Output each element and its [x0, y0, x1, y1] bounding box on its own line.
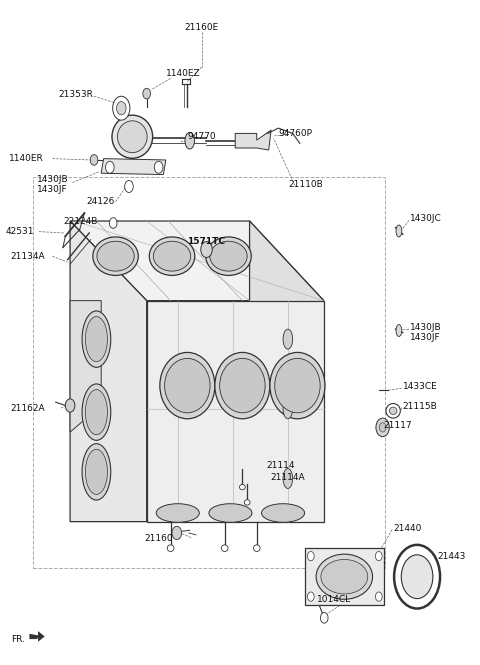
Ellipse shape: [85, 390, 108, 435]
Circle shape: [117, 102, 126, 115]
Ellipse shape: [321, 559, 368, 594]
Circle shape: [113, 96, 130, 120]
Text: 1571TC: 1571TC: [187, 237, 225, 246]
Ellipse shape: [160, 352, 215, 419]
Ellipse shape: [270, 352, 325, 419]
Circle shape: [308, 592, 314, 601]
Ellipse shape: [82, 384, 111, 440]
Circle shape: [90, 155, 98, 166]
Ellipse shape: [82, 311, 111, 367]
Ellipse shape: [210, 241, 247, 271]
Polygon shape: [29, 634, 40, 639]
Circle shape: [125, 180, 133, 192]
Ellipse shape: [244, 499, 250, 505]
Ellipse shape: [82, 444, 111, 500]
Text: 22124B: 22124B: [63, 217, 97, 225]
Text: 1430JF: 1430JF: [37, 186, 68, 194]
Ellipse shape: [85, 450, 108, 494]
Circle shape: [143, 88, 151, 99]
Circle shape: [172, 526, 181, 539]
Ellipse shape: [149, 237, 195, 275]
Polygon shape: [235, 130, 271, 150]
Ellipse shape: [185, 132, 194, 149]
Ellipse shape: [118, 121, 147, 153]
Ellipse shape: [220, 358, 265, 413]
Polygon shape: [305, 548, 384, 604]
Text: 21114A: 21114A: [270, 473, 305, 481]
Circle shape: [106, 162, 114, 174]
Text: 1430JB: 1430JB: [37, 176, 69, 184]
Ellipse shape: [396, 325, 402, 336]
Ellipse shape: [165, 358, 210, 413]
Text: 42531: 42531: [5, 227, 34, 236]
Ellipse shape: [396, 225, 402, 237]
Polygon shape: [38, 631, 45, 642]
Polygon shape: [70, 301, 101, 432]
Circle shape: [401, 555, 433, 598]
Ellipse shape: [215, 352, 270, 419]
Text: 1140EZ: 1140EZ: [166, 69, 201, 78]
Text: 94770: 94770: [187, 132, 216, 141]
Text: 1430JB: 1430JB: [410, 323, 442, 332]
Ellipse shape: [316, 554, 372, 599]
Text: 1430JF: 1430JF: [410, 333, 441, 342]
Ellipse shape: [156, 503, 199, 522]
Text: 1430JC: 1430JC: [410, 214, 442, 223]
Polygon shape: [70, 221, 324, 301]
Polygon shape: [101, 159, 166, 174]
Ellipse shape: [386, 404, 400, 418]
Circle shape: [394, 545, 440, 608]
Ellipse shape: [154, 241, 191, 271]
Text: 21134A: 21134A: [10, 251, 45, 261]
Ellipse shape: [209, 503, 252, 522]
Polygon shape: [250, 221, 324, 521]
Ellipse shape: [283, 329, 293, 349]
Text: 24126: 24126: [87, 197, 115, 205]
Ellipse shape: [283, 469, 293, 489]
Circle shape: [379, 423, 386, 432]
Text: 1433CE: 1433CE: [403, 382, 437, 392]
Text: 21160E: 21160E: [185, 23, 219, 32]
Ellipse shape: [275, 358, 320, 413]
Ellipse shape: [253, 545, 260, 551]
Text: 21440: 21440: [393, 524, 421, 533]
Text: 21115B: 21115B: [403, 402, 437, 412]
Ellipse shape: [93, 237, 138, 275]
Text: 21114: 21114: [266, 461, 295, 469]
Circle shape: [375, 551, 382, 561]
Circle shape: [376, 418, 389, 437]
Text: 1014CL: 1014CL: [317, 595, 351, 604]
Circle shape: [109, 217, 117, 228]
Circle shape: [375, 592, 382, 601]
Ellipse shape: [97, 241, 134, 271]
Ellipse shape: [112, 115, 153, 158]
Text: 21160: 21160: [144, 534, 173, 543]
Ellipse shape: [85, 317, 108, 362]
Polygon shape: [147, 301, 324, 521]
Ellipse shape: [167, 545, 174, 551]
Circle shape: [308, 551, 314, 561]
Polygon shape: [70, 221, 147, 521]
Ellipse shape: [262, 503, 305, 522]
Text: 94760P: 94760P: [278, 129, 312, 138]
Ellipse shape: [240, 485, 245, 490]
Text: 21110B: 21110B: [288, 180, 323, 189]
Ellipse shape: [389, 407, 397, 414]
Text: 21162A: 21162A: [10, 404, 45, 414]
Circle shape: [321, 612, 328, 623]
Text: 21443: 21443: [437, 552, 466, 561]
Ellipse shape: [221, 545, 228, 551]
Ellipse shape: [283, 399, 293, 419]
Text: 21353R: 21353R: [58, 90, 93, 100]
Text: 21117: 21117: [384, 421, 412, 430]
Text: FR.: FR.: [11, 634, 25, 644]
Circle shape: [155, 162, 163, 174]
Text: 1140ER: 1140ER: [9, 154, 44, 163]
Ellipse shape: [206, 237, 251, 275]
Bar: [33, 176, 385, 568]
Circle shape: [201, 241, 212, 257]
Circle shape: [65, 399, 75, 412]
